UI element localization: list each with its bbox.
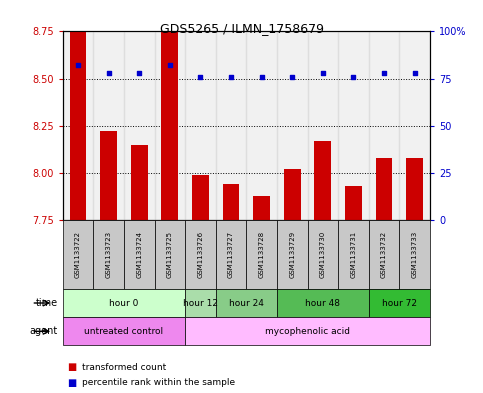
- Text: GSM1133723: GSM1133723: [106, 231, 112, 278]
- Text: GSM1133733: GSM1133733: [412, 231, 418, 278]
- Bar: [406, 158, 423, 220]
- Text: percentile rank within the sample: percentile rank within the sample: [82, 378, 235, 387]
- Point: [411, 70, 418, 76]
- Point: [380, 70, 388, 76]
- Point: [319, 70, 327, 76]
- Text: GSM1133722: GSM1133722: [75, 231, 81, 278]
- Bar: [277, 31, 308, 220]
- Bar: [93, 31, 124, 220]
- Text: ■: ■: [68, 378, 77, 388]
- Bar: [63, 31, 93, 220]
- Point: [166, 62, 174, 68]
- Point: [135, 70, 143, 76]
- Point: [258, 73, 266, 80]
- Bar: [253, 196, 270, 220]
- Bar: [376, 158, 392, 220]
- Bar: [155, 31, 185, 220]
- Bar: [399, 31, 430, 220]
- Text: GSM1133727: GSM1133727: [228, 231, 234, 278]
- Text: GSM1133729: GSM1133729: [289, 231, 295, 278]
- Bar: [192, 175, 209, 220]
- Text: GSM1133728: GSM1133728: [258, 231, 265, 278]
- Bar: [124, 31, 155, 220]
- Text: hour 12: hour 12: [183, 299, 218, 307]
- Text: GSM1133732: GSM1133732: [381, 231, 387, 278]
- Bar: [246, 31, 277, 220]
- Text: GSM1133730: GSM1133730: [320, 231, 326, 278]
- Text: time: time: [36, 298, 58, 308]
- Bar: [308, 31, 338, 220]
- Bar: [216, 31, 246, 220]
- Text: untreated control: untreated control: [85, 327, 164, 336]
- Point: [105, 70, 113, 76]
- Point: [350, 73, 357, 80]
- Point: [227, 73, 235, 80]
- Text: GSM1133726: GSM1133726: [198, 231, 203, 278]
- Bar: [338, 31, 369, 220]
- Text: GSM1133724: GSM1133724: [136, 231, 142, 278]
- Text: GSM1133731: GSM1133731: [350, 231, 356, 278]
- Text: GDS5265 / ILMN_1758679: GDS5265 / ILMN_1758679: [159, 22, 324, 35]
- Bar: [100, 131, 117, 220]
- Text: agent: agent: [30, 326, 58, 336]
- Text: hour 72: hour 72: [382, 299, 417, 307]
- Bar: [185, 31, 216, 220]
- Bar: [345, 186, 362, 220]
- Text: GSM1133725: GSM1133725: [167, 231, 173, 278]
- Bar: [223, 184, 240, 220]
- Point: [288, 73, 296, 80]
- Bar: [161, 7, 178, 220]
- Text: transformed count: transformed count: [82, 363, 166, 371]
- Text: hour 48: hour 48: [305, 299, 341, 307]
- Bar: [284, 169, 300, 220]
- Bar: [369, 31, 399, 220]
- Text: hour 24: hour 24: [229, 299, 264, 307]
- Bar: [131, 145, 148, 220]
- Point: [74, 62, 82, 68]
- Text: hour 0: hour 0: [109, 299, 139, 307]
- Text: ■: ■: [68, 362, 77, 372]
- Text: mycophenolic acid: mycophenolic acid: [265, 327, 350, 336]
- Bar: [70, 13, 86, 220]
- Bar: [314, 141, 331, 220]
- Point: [197, 73, 204, 80]
